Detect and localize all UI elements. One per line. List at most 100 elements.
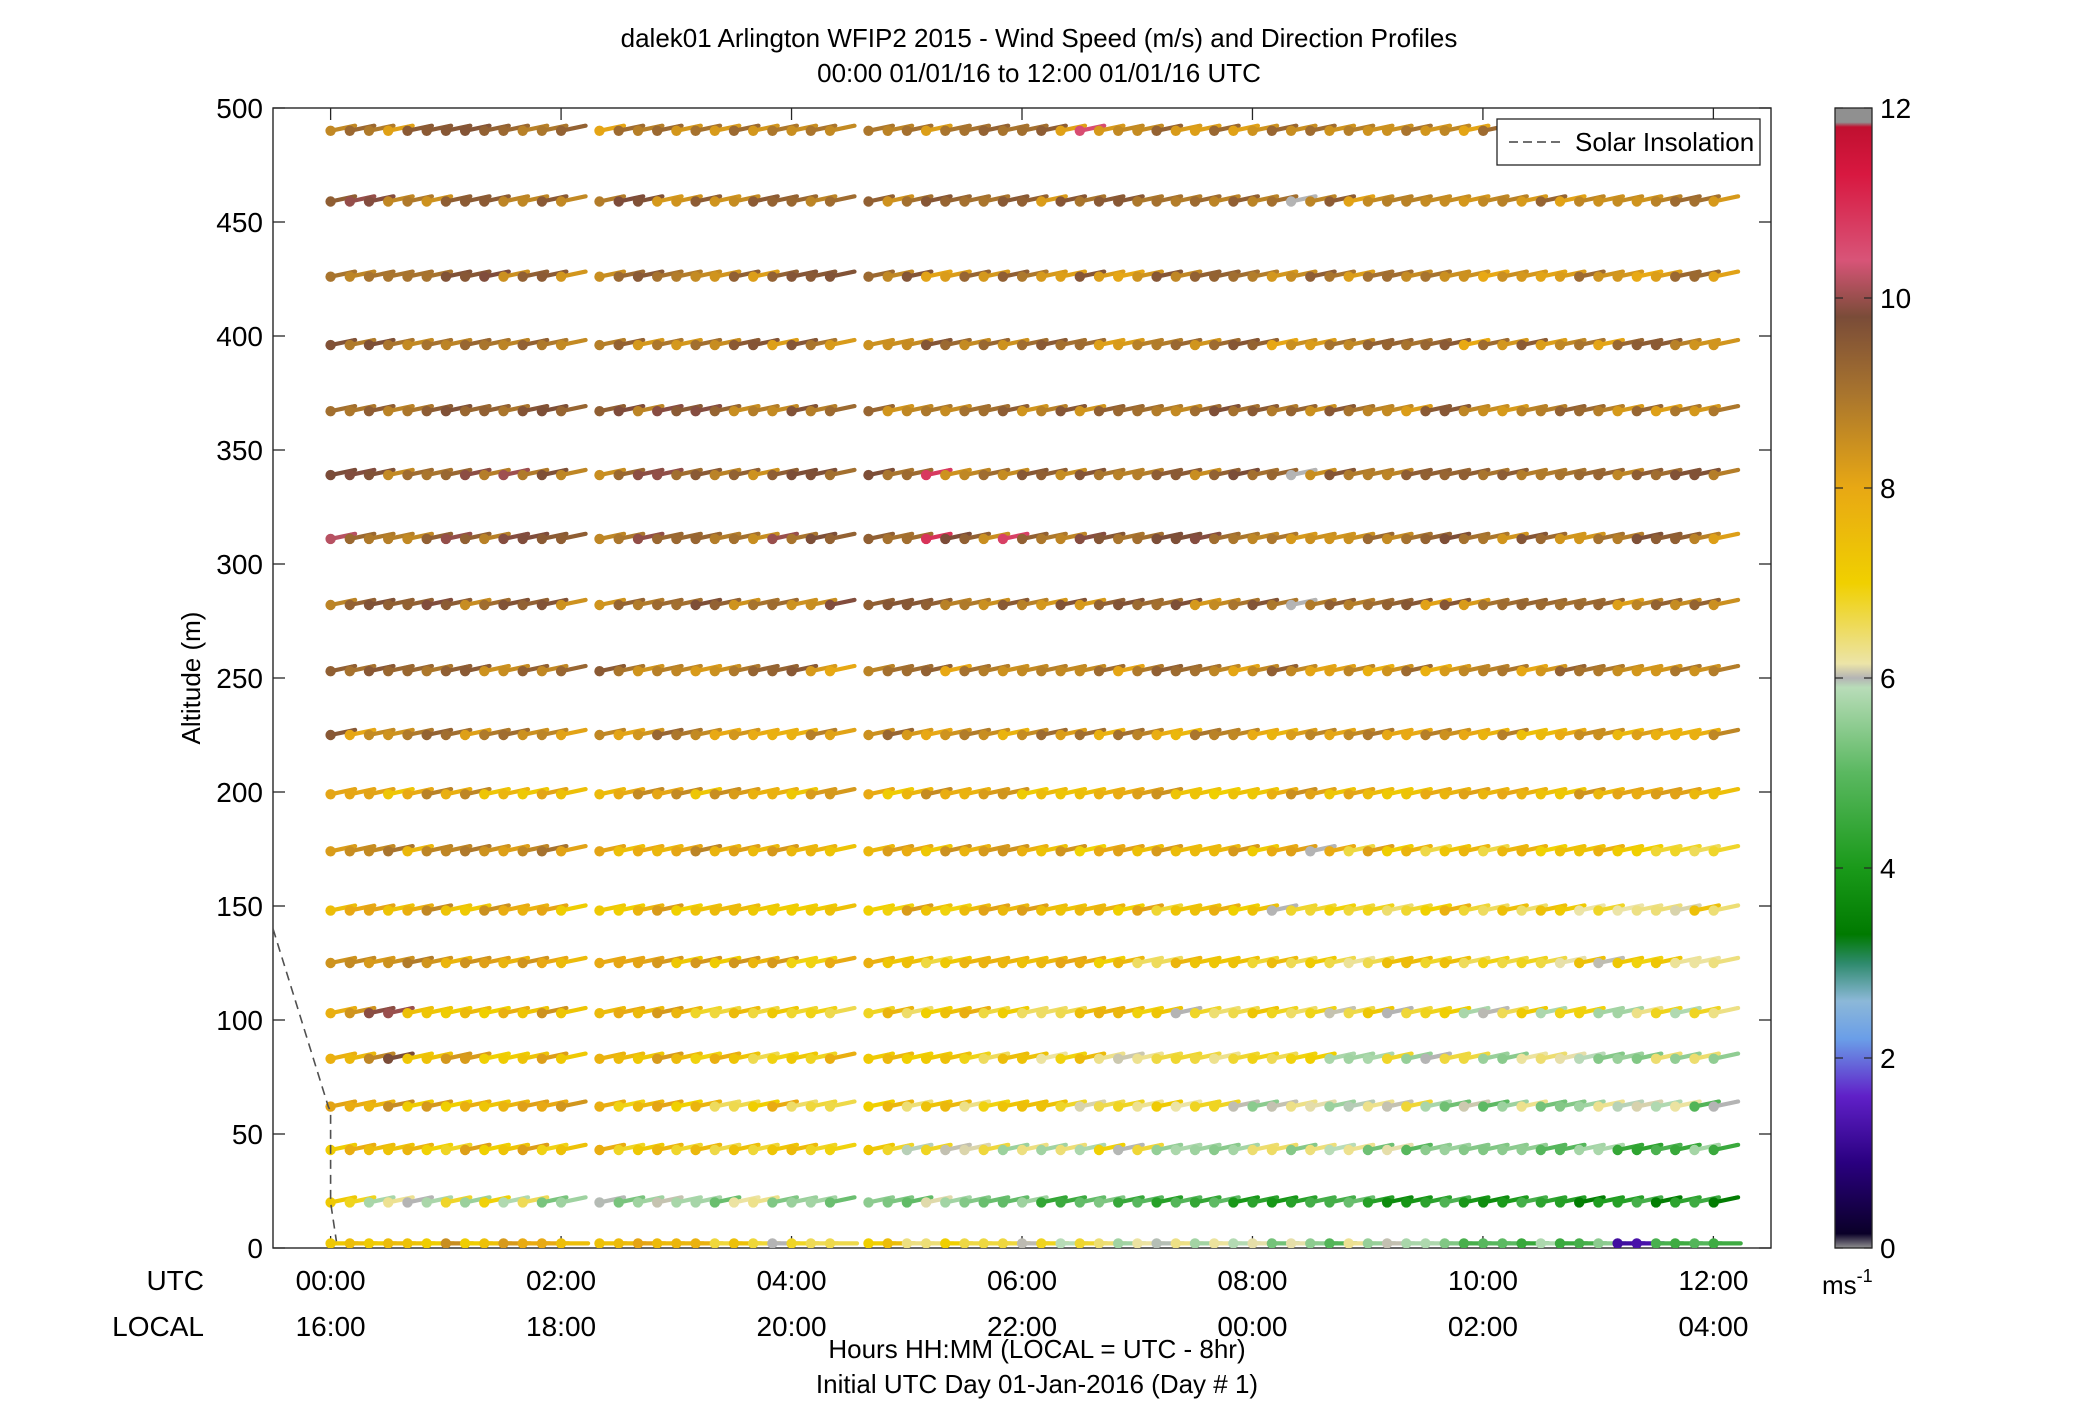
wind-barb-point: [997, 789, 1009, 800]
wind-barb-point: [1189, 905, 1201, 916]
wind-barb-point: [1593, 599, 1604, 611]
wind-barb-point: [421, 125, 432, 136]
wind-barb-point: [652, 1008, 663, 1019]
y-tick-label: 150: [216, 891, 263, 922]
wind-barb-point: [421, 1144, 432, 1156]
wind-barb-point: [805, 1144, 816, 1156]
wind-barb-point: [1554, 1101, 1566, 1112]
wind-barb-point: [940, 271, 951, 282]
wind-barb-point: [1189, 957, 1201, 969]
wind-barb-point: [997, 1197, 1009, 1208]
wind-barb-point: [1458, 599, 1470, 611]
wind-barb-point: [1439, 666, 1450, 677]
wind-barb-point: [613, 729, 624, 741]
wind-barb-point: [1228, 957, 1239, 969]
wind-barb-point: [1189, 196, 1201, 207]
wind-barb-point: [690, 469, 701, 481]
wind-barb-point: [1016, 789, 1028, 800]
wind-barb-point: [1381, 271, 1393, 282]
wind-barb-point: [1189, 406, 1201, 417]
wind-barb-point: [594, 196, 605, 207]
wind-barb-point: [1036, 729, 1047, 741]
wind-barb-point: [1439, 1053, 1450, 1065]
wind-barb-point: [824, 666, 836, 677]
wind-barb-point: [1305, 1008, 1316, 1019]
wind-barb-point: [1266, 1238, 1278, 1248]
wind-barb-point: [344, 729, 355, 741]
wind-barb-point: [997, 729, 1009, 741]
wind-barb-point: [1055, 1008, 1066, 1019]
wind-barb-point: [786, 1008, 797, 1019]
wind-barb-point: [997, 1144, 1009, 1156]
wind-barb-point: [920, 789, 932, 800]
wind-barb-point: [536, 846, 548, 857]
wind-barb-point: [1593, 1238, 1604, 1248]
wind-barb-point: [1055, 729, 1066, 741]
wind-barb-point: [383, 1197, 394, 1208]
wind-barb-point: [690, 957, 701, 969]
wind-barb-point: [1497, 406, 1508, 417]
wind-barb-point: [1574, 406, 1585, 417]
wind-barb-point: [613, 789, 624, 800]
wind-barb-point: [1420, 1101, 1431, 1112]
wind-barb-point: [363, 957, 375, 969]
wind-barb-point: [1650, 729, 1662, 741]
wind-barb-point: [767, 846, 778, 857]
wind-barb-point: [555, 469, 567, 481]
wind-barb-point: [1036, 1144, 1047, 1156]
wind-barb-point: [1266, 271, 1278, 282]
wind-barb-point: [517, 1238, 528, 1248]
colorbar-unit-exponent: -1: [1857, 1266, 1873, 1286]
wind-barb-point: [1535, 1238, 1546, 1248]
wind-barb-point: [440, 1008, 452, 1019]
wind-barb-point: [1016, 666, 1028, 677]
wind-barb-point: [498, 469, 509, 481]
wind-barb-point: [1285, 1144, 1297, 1156]
wind-barb-point: [1535, 406, 1547, 417]
wind-barb-point: [555, 957, 567, 969]
wind-barb-point: [1497, 1238, 1508, 1248]
wind-barb-point: [344, 599, 355, 611]
wind-barb-point: [1516, 905, 1527, 916]
wind-barb-point: [1151, 905, 1162, 916]
wind-barb-point: [1074, 1101, 1086, 1112]
wind-barb-point: [748, 1197, 759, 1208]
wind-barb-point: [940, 666, 951, 677]
wind-barb-point: [1324, 271, 1335, 282]
wind-barb-point: [824, 789, 836, 800]
wind-barb-point: [786, 729, 797, 741]
wind-barb-point: [1708, 789, 1719, 800]
wind-barb-point: [517, 271, 528, 282]
wind-barb-point: [1055, 271, 1066, 282]
wind-barb-point: [383, 1053, 394, 1065]
wind-barb-point: [498, 1144, 509, 1156]
wind-barb-point: [978, 599, 989, 611]
wind-barb-point: [1266, 1197, 1278, 1208]
wind-barb-point: [1170, 533, 1182, 545]
wind-barb-point: [1593, 1101, 1604, 1112]
wind-barb-point: [1247, 533, 1258, 545]
wind-barb-point: [479, 729, 490, 741]
wind-barb-feather: [1727, 956, 1739, 962]
wind-barb-point: [863, 271, 874, 282]
wind-barb-point: [652, 533, 663, 545]
wind-barb-point: [1016, 196, 1028, 207]
wind-barb-feather: [1727, 532, 1739, 538]
wind-barb-feather: [574, 598, 587, 604]
wind-barb-point: [901, 1197, 913, 1208]
wind-barb-point: [709, 1101, 720, 1112]
wind-barb-point: [997, 1238, 1009, 1248]
wind-barb-point: [632, 846, 644, 857]
wind-barb-point: [1170, 1008, 1182, 1019]
wind-barb-point: [1689, 406, 1700, 417]
wind-barb-point: [1189, 469, 1201, 481]
wind-barb-feather: [574, 123, 587, 130]
wind-barb-point: [1689, 1053, 1700, 1065]
wind-barb-point: [440, 599, 452, 611]
wind-barb-point: [1343, 789, 1354, 800]
wind-barb-point: [421, 599, 432, 611]
wind-barb-point: [421, 1053, 432, 1065]
wind-barb-point: [613, 1144, 624, 1156]
wind-barb-point: [1458, 789, 1470, 800]
wind-barb-point: [1554, 789, 1566, 800]
